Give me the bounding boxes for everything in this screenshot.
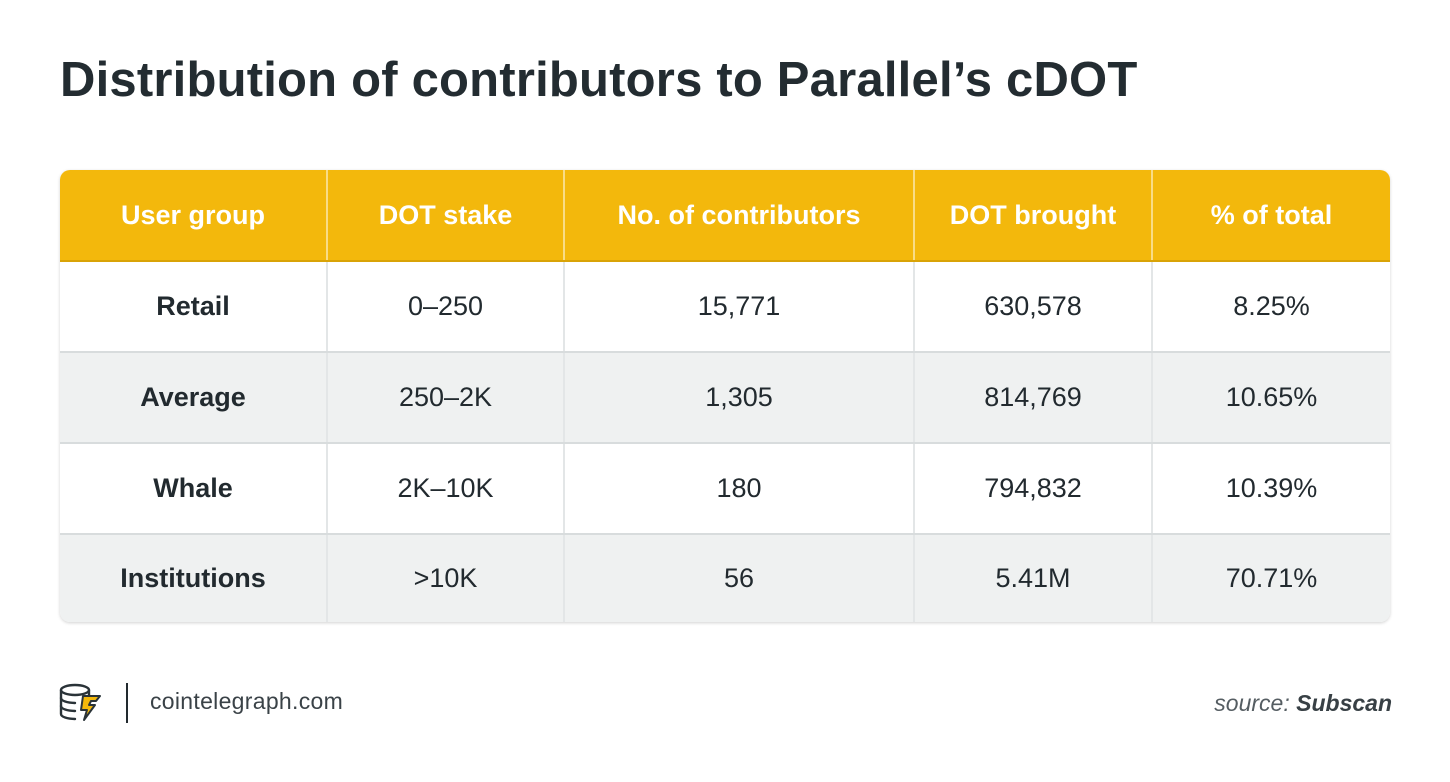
table-body: Retail 0–250 15,771 630,578 8.25% Average 250–… bbox=[60, 261, 1390, 622]
table-cell: 15,771 bbox=[564, 261, 915, 353]
data-table-container: User group DOT stake No. of contributors DO… bbox=[60, 170, 1390, 622]
table-cell: 1,305 bbox=[564, 351, 915, 444]
table-cell: 630,578 bbox=[914, 261, 1153, 353]
column-header: % of total bbox=[1152, 170, 1390, 262]
footer-divider bbox=[126, 683, 128, 723]
table-cell: 814,769 bbox=[914, 351, 1153, 444]
column-header: DOT stake bbox=[327, 170, 565, 262]
row-label-cell: Retail bbox=[60, 261, 328, 353]
header-row: User group DOT stake No. of contributors DO… bbox=[60, 170, 1390, 262]
table-cell: 8.25% bbox=[1152, 261, 1390, 353]
cointelegraph-logo-icon bbox=[59, 683, 101, 721]
footer-site-link[interactable]: cointelegraph.com bbox=[150, 688, 344, 714]
table-cell: 10.65% bbox=[1152, 351, 1390, 444]
table-row: Retail 0–250 15,771 630,578 8.25% bbox=[60, 261, 1390, 353]
column-header: DOT brought bbox=[914, 170, 1153, 262]
table-cell: 10.39% bbox=[1152, 442, 1390, 535]
footer-source: source: Subscan bbox=[1214, 690, 1392, 717]
table-row: Institutions >10K 56 5.41M 70.71% bbox=[60, 533, 1390, 622]
row-label-cell: Institutions bbox=[60, 533, 328, 622]
row-label-cell: Average bbox=[60, 351, 328, 444]
table-cell: 5.41M bbox=[914, 533, 1153, 622]
table-header: User group DOT stake No. of contributors DO… bbox=[60, 170, 1390, 262]
table-row: Average 250–2K 1,305 814,769 10.65% bbox=[60, 351, 1390, 444]
table-cell: 794,832 bbox=[914, 442, 1153, 535]
table-cell: 0–250 bbox=[327, 261, 565, 353]
source-label: source: bbox=[1214, 690, 1290, 716]
source-name: Subscan bbox=[1296, 690, 1392, 716]
table-cell: 2K–10K bbox=[327, 442, 565, 535]
row-label-cell: Whale bbox=[60, 442, 328, 535]
table-cell: 180 bbox=[564, 442, 915, 535]
column-header: User group bbox=[60, 170, 328, 262]
table-cell: 70.71% bbox=[1152, 533, 1390, 622]
table-row: Whale 2K–10K 180 794,832 10.39% bbox=[60, 442, 1390, 535]
table-cell: 56 bbox=[564, 533, 915, 622]
table-cell: >10K bbox=[327, 533, 565, 622]
table-cell: 250–2K bbox=[327, 351, 565, 444]
chart-title: Distribution of contributors to Parallel… bbox=[60, 53, 1138, 107]
column-header: No. of contributors bbox=[564, 170, 915, 262]
data-table: User group DOT stake No. of contributors DO… bbox=[60, 170, 1390, 622]
